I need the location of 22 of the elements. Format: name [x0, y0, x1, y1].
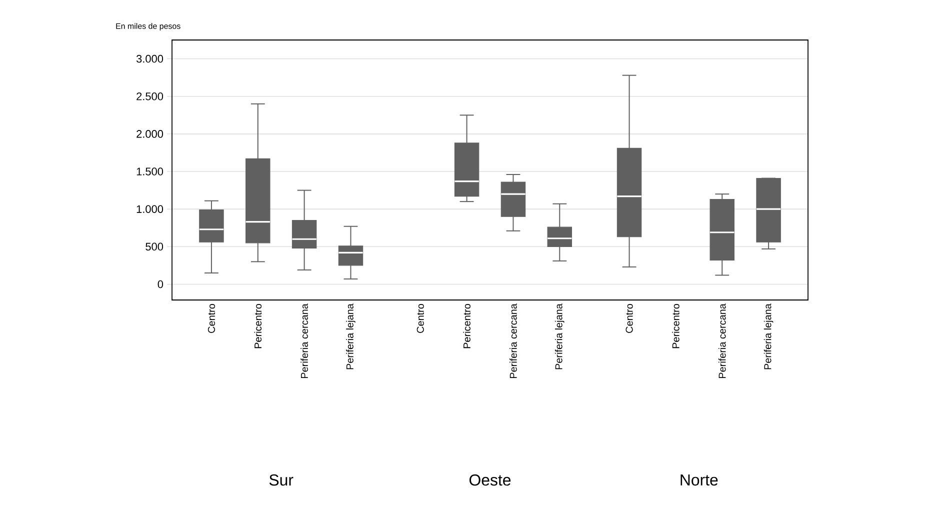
y-tick-label: 2.500	[136, 92, 164, 100]
x-tick-label: Pericentro	[672, 304, 680, 348]
y-tick-label: 3.000	[136, 54, 164, 63]
x-tick-label: Centro	[626, 304, 633, 333]
y-tick-label: 1.500	[136, 168, 164, 176]
text: Norte	[680, 474, 718, 486]
y-tick-label: 1.000	[136, 205, 164, 213]
x-tick-label: Pericentro	[254, 304, 262, 348]
x-tick-label: Periferia cercana	[718, 304, 726, 378]
text: Oeste	[469, 474, 511, 486]
x-tick-label: Periferia cercana	[510, 304, 517, 378]
x-tick-label: Centro	[208, 304, 215, 333]
x-tick-label: Centro	[416, 304, 424, 333]
y-tick-label: 2.000	[136, 130, 164, 138]
x-tick-label: Periferia lejana	[555, 304, 564, 370]
x-tick-label: Pericentro	[463, 304, 470, 348]
x-tick-label: Periferia lejana	[346, 304, 356, 370]
y-tick-label: 0	[158, 280, 164, 288]
x-tick-label: Periferia lejana	[764, 304, 774, 370]
text: Sur	[269, 474, 294, 486]
y-tick-label: 500	[146, 242, 164, 251]
x-tick-label: Periferia cercana	[300, 304, 308, 378]
